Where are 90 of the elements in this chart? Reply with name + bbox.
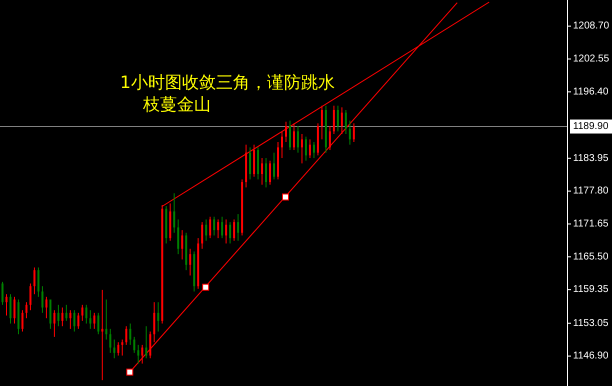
candlestick xyxy=(149,331,152,359)
point xyxy=(282,194,289,201)
candlestick xyxy=(340,106,343,135)
candlestick xyxy=(225,218,228,244)
candlestick xyxy=(33,266,36,295)
candlestick xyxy=(269,160,272,186)
candlestick xyxy=(13,296,16,324)
y-tick-label: 1208.70 xyxy=(573,20,610,32)
candlestick xyxy=(21,310,24,332)
candlestick xyxy=(284,121,287,143)
candlestick xyxy=(1,281,4,306)
candlestick xyxy=(157,302,160,332)
candlestick xyxy=(288,120,291,151)
candlestick xyxy=(201,222,204,250)
y-tick-label: 1183.95 xyxy=(573,152,609,164)
candlestick xyxy=(73,310,76,332)
candlestick xyxy=(137,344,140,364)
candlestick xyxy=(25,302,28,319)
candlestick xyxy=(221,216,224,239)
y-tick-label: 1146.90 xyxy=(573,350,609,362)
candlestick xyxy=(9,294,12,324)
y-tick-label: 1153.05 xyxy=(573,318,609,329)
y-tick-label: 1159.35 xyxy=(573,284,609,296)
candlestick xyxy=(332,105,335,135)
y-tick-label: 1177.80 xyxy=(573,186,609,197)
candlestick xyxy=(237,214,240,242)
candlestick xyxy=(93,312,96,330)
candlestick xyxy=(125,326,128,346)
candlestick xyxy=(121,339,124,356)
candlestick xyxy=(308,138,311,159)
candlestick xyxy=(213,216,216,236)
y-tick-label: 1202.55 xyxy=(573,53,610,64)
candlestick xyxy=(41,286,44,314)
candlestick xyxy=(77,312,80,330)
candlestick xyxy=(29,282,32,311)
candlestick xyxy=(292,122,295,151)
candlestick xyxy=(105,299,108,340)
candlestick xyxy=(65,304,68,322)
candlestick xyxy=(312,142,315,159)
candlestick xyxy=(145,326,148,359)
candlestick xyxy=(69,310,72,330)
point xyxy=(202,284,210,291)
candlestick xyxy=(109,328,112,354)
y-tick-label: 1196.40 xyxy=(573,86,609,98)
candlestick xyxy=(141,344,144,364)
candlestick xyxy=(153,302,156,343)
candlestick xyxy=(53,310,56,338)
candlestick xyxy=(205,218,208,242)
candlestick xyxy=(85,304,88,324)
candlestick xyxy=(344,109,347,135)
candlestick xyxy=(229,222,232,244)
annotation: 1小时图收敛三角，谨防跳水 xyxy=(120,73,335,93)
candlestick xyxy=(61,307,64,327)
candlestick xyxy=(37,266,40,298)
candlestick xyxy=(261,158,264,186)
candlestick xyxy=(249,146,252,180)
candlestick xyxy=(117,342,120,356)
candlestick xyxy=(273,152,276,180)
candlestick xyxy=(265,158,268,188)
candlestick xyxy=(129,323,132,346)
candlestick xyxy=(304,136,307,162)
candlestick xyxy=(217,218,220,239)
candlestick xyxy=(209,216,212,239)
candlestick xyxy=(89,310,92,330)
candlestick xyxy=(352,122,355,143)
candlestick xyxy=(133,336,136,354)
ref-line-label: 1189.90 xyxy=(573,121,609,132)
candlestick xyxy=(348,120,351,146)
candlestick xyxy=(57,304,60,327)
annotation: 枝蔓金山 xyxy=(142,95,211,115)
point xyxy=(126,368,134,376)
candlestick xyxy=(300,134,303,164)
candlestick xyxy=(5,294,8,316)
candlestick xyxy=(296,125,299,154)
candlestick xyxy=(113,339,116,359)
candlestick xyxy=(336,105,339,132)
candlestick xyxy=(173,192,176,234)
candlestick xyxy=(101,289,104,381)
candlestick xyxy=(45,296,48,319)
candlestick xyxy=(177,218,180,255)
candlestick xyxy=(189,248,192,276)
candlestick xyxy=(181,230,184,260)
candlestick xyxy=(281,130,284,159)
candlestick xyxy=(320,105,323,140)
candlestick xyxy=(233,218,236,242)
candlestick xyxy=(328,125,331,151)
candlestick xyxy=(81,304,84,322)
y-tick-label: 1171.65 xyxy=(573,218,609,230)
candlestick xyxy=(97,312,100,335)
y-tick-label: 1165.50 xyxy=(573,251,609,262)
